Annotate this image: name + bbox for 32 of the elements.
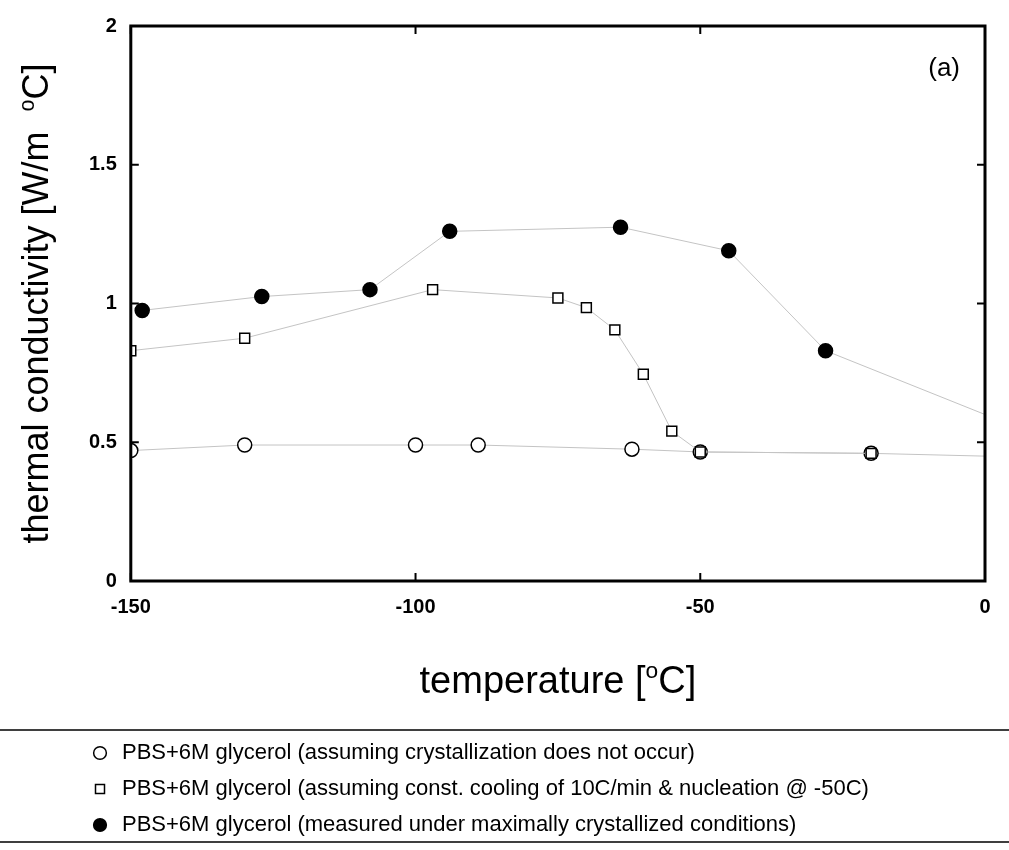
- point: [239, 332, 251, 344]
- point: [362, 281, 378, 298]
- annotation: (a): [928, 52, 960, 83]
- y-axis-title: thermal conductivity [W/m oC]: [13, 63, 56, 544]
- point: [624, 441, 640, 457]
- x-tick-label: -150: [110, 594, 151, 617]
- point: [637, 368, 650, 380]
- point: [236, 437, 253, 453]
- y-tick-label: 0: [105, 568, 117, 591]
- legend-label: PBS+6M glycerol (measured under maximally crystallized conditions): [122, 811, 797, 837]
- y-tick-label: 1.5: [88, 152, 117, 175]
- x-tick-label: 0: [979, 594, 991, 617]
- y-tick-label: 1: [105, 291, 117, 314]
- legend-label: PBS+6M glycerol (assuming crystallization does not occur): [122, 739, 695, 765]
- point: [817, 342, 834, 359]
- point: [612, 219, 629, 235]
- x-tick-label: -50: [685, 594, 715, 617]
- y-tick-label: 2: [105, 13, 117, 36]
- point: [720, 243, 737, 259]
- legend-label: PBS+6M glycerol (assuming const. cooling of 10C/min & nucleation @ -50C): [122, 775, 869, 801]
- point: [441, 223, 458, 240]
- point: [609, 324, 621, 336]
- point: [426, 283, 439, 296]
- point: [552, 292, 564, 304]
- point: [580, 301, 593, 314]
- point: [407, 437, 424, 453]
- point: [470, 437, 486, 453]
- point: [134, 302, 150, 319]
- point: [254, 288, 270, 305]
- y-tick-label: 0.5: [88, 429, 117, 452]
- x-tick-label: -100: [395, 594, 436, 617]
- point: [666, 425, 678, 437]
